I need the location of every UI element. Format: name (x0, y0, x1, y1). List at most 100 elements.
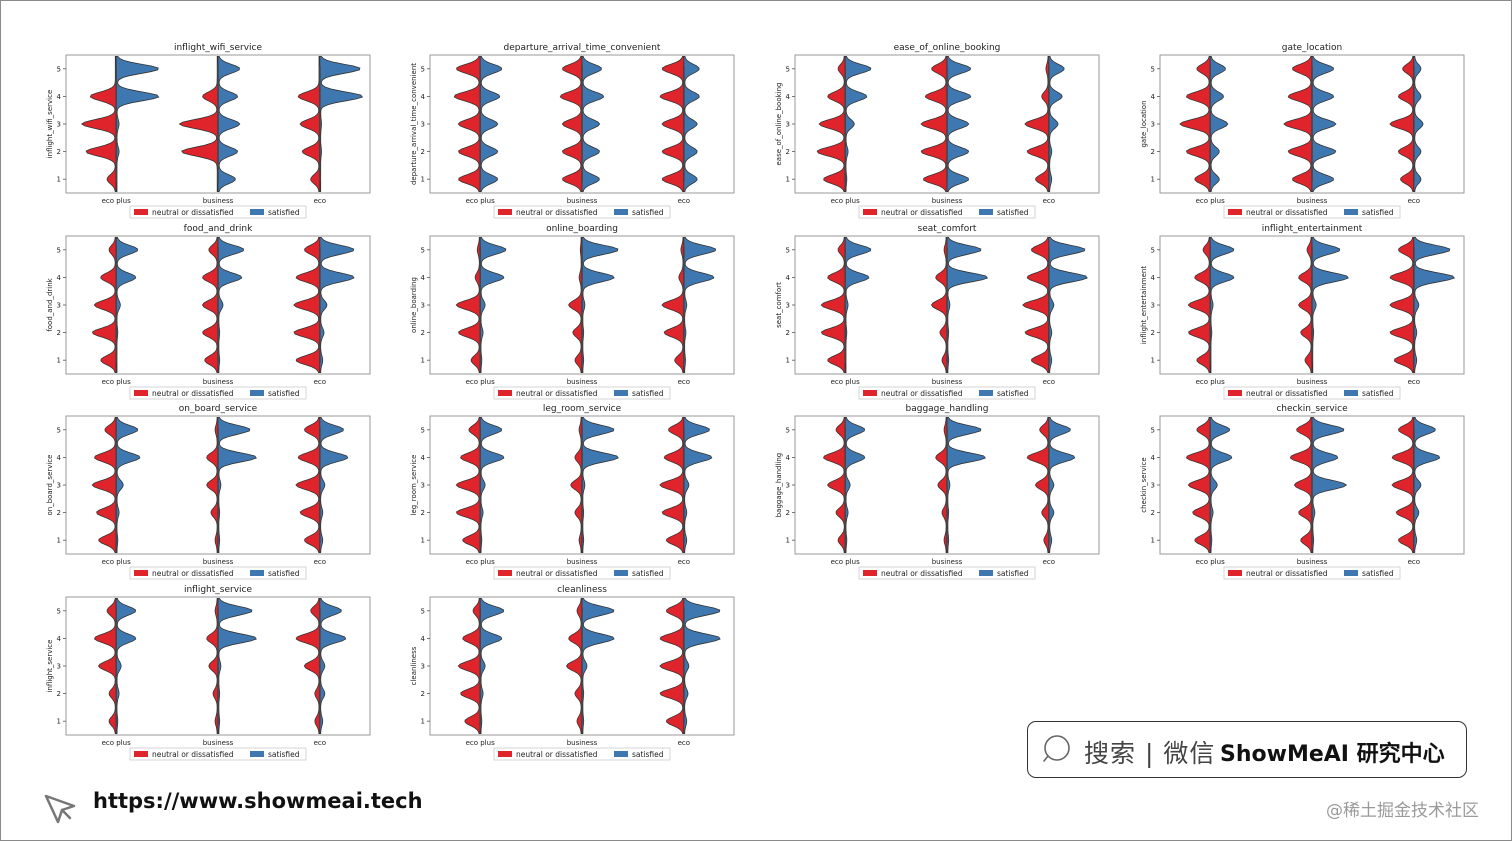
x-tick-label: eco plus (1196, 378, 1225, 386)
violin-satisfied-eco-plus (479, 597, 505, 735)
legend-swatch-satisfied (1344, 570, 1358, 576)
legend-label-neutral: neutral or dissatisfied (881, 569, 963, 578)
legend-label-satisfied: satisfied (997, 569, 1029, 578)
y-tick-label: 3 (786, 302, 790, 310)
violin-satisfied-eco-plus (479, 416, 505, 554)
violin-neutral-eco (295, 597, 321, 735)
y-tick-label: 3 (57, 121, 61, 129)
violin-satisfied-eco (683, 55, 700, 193)
legend-swatch-satisfied (614, 751, 628, 757)
violin-neutral-business (206, 597, 219, 735)
y-tick-label: 3 (786, 121, 790, 129)
x-tick-label: eco (314, 558, 326, 566)
y-axis-label: online_boarding (410, 277, 418, 333)
legend-label-satisfied: satisfied (1362, 389, 1394, 398)
y-tick-label: 2 (421, 329, 425, 337)
legend-label-satisfied: satisfied (632, 208, 664, 217)
y-tick-label: 5 (57, 426, 61, 434)
violin-satisfied-business (217, 236, 245, 374)
legend-swatch-neutral (1228, 390, 1242, 396)
x-tick-label: eco plus (102, 739, 131, 747)
legend-label-satisfied: satisfied (997, 389, 1029, 398)
x-tick-label: business (567, 558, 598, 566)
violin-neutral-business (1289, 416, 1313, 554)
y-tick-label: 2 (1151, 509, 1155, 517)
y-axis-label: inflight_service (46, 640, 54, 693)
y-tick-label: 5 (421, 246, 425, 254)
violin-panel-inflight_wifi_service: inflight_wifi_service inflight_wifi_servi… (46, 43, 371, 219)
violin-neutral-business (566, 597, 583, 735)
violin-satisfied-eco (683, 236, 717, 374)
legend-swatch-satisfied (250, 209, 264, 215)
x-tick-label: eco (678, 739, 690, 747)
violin-neutral-eco (293, 236, 321, 374)
x-tick-label: eco (1043, 558, 1055, 566)
legend-swatch-satisfied (979, 390, 993, 396)
violin-satisfied-eco-plus (844, 416, 866, 554)
y-tick-label: 1 (421, 176, 425, 184)
x-tick-label: eco (314, 739, 326, 747)
violin-neutral-eco (659, 597, 685, 735)
legend: neutral or dissatisfied satisfied (858, 566, 1036, 580)
y-axis-label: inflight_wifi_service (46, 90, 54, 159)
x-tick-label: eco (1408, 197, 1420, 205)
legend: neutral or dissatisfied satisfied (1223, 386, 1401, 400)
x-tick-label: eco plus (466, 558, 495, 566)
x-tick-label: business (932, 558, 963, 566)
violin-neutral-eco (1022, 236, 1050, 374)
legend-label-satisfied: satisfied (268, 208, 300, 217)
y-tick-label: 3 (786, 482, 790, 490)
y-tick-label: 4 (786, 93, 791, 101)
violin-satisfied-eco-plus (115, 597, 137, 735)
violin-satisfied-business (581, 236, 619, 374)
violin-satisfied-eco-plus (115, 416, 141, 554)
violin-satisfied-eco-plus (1209, 55, 1229, 193)
x-tick-label: eco plus (1196, 197, 1225, 205)
y-tick-label: 5 (786, 246, 790, 254)
y-tick-label: 4 (421, 93, 426, 101)
violin-satisfied-eco (319, 416, 349, 554)
x-tick-label: eco (1408, 378, 1420, 386)
x-tick-label: eco plus (831, 558, 860, 566)
legend-swatch-neutral (863, 209, 877, 215)
violin-neutral-eco (661, 236, 685, 374)
y-tick-label: 1 (421, 537, 425, 545)
legend-swatch-neutral (134, 209, 148, 215)
legend: neutral or dissatisfied satisfied (493, 566, 671, 580)
violin-neutral-eco (659, 55, 685, 193)
violin-satisfied-eco-plus (844, 55, 872, 193)
violin-panel-inflight_service: inflight_service inflight_service 1 2 3 4 5 eco… (46, 585, 371, 761)
violin-panel-gate_location: gate_location gate_location 1 2 3 4 5 eco plus b… (1140, 43, 1465, 219)
y-tick-label: 4 (57, 93, 62, 101)
legend-swatch-neutral (134, 570, 148, 576)
violin-neutral-business (1283, 55, 1313, 193)
violin-neutral-business (1298, 236, 1313, 374)
legend: neutral or dissatisfied satisfied (858, 386, 1036, 400)
y-axis-label: food_and_drink (46, 277, 54, 331)
violin-satisfied-business (217, 597, 257, 735)
x-tick-label: business (1297, 558, 1328, 566)
violin-panel-cleanliness: cleanliness cleanliness 1 2 3 4 5 eco plus busin… (410, 585, 735, 761)
legend-swatch-satisfied (250, 751, 264, 757)
legend-swatch-satisfied (979, 209, 993, 215)
legend-swatch-satisfied (250, 390, 264, 396)
x-tick-label: eco plus (102, 197, 131, 205)
y-tick-label: 2 (421, 148, 425, 156)
panel-title: gate_location (1282, 43, 1343, 53)
site-url[interactable]: https://www.showmeai.tech (93, 789, 423, 813)
y-tick-label: 4 (421, 274, 426, 282)
violin-neutral-eco-plus (455, 416, 481, 554)
y-tick-label: 4 (421, 454, 426, 462)
y-tick-label: 2 (421, 690, 425, 698)
search-box[interactable]: 搜索 | 微信 ShowMeAI 研究中心 (1027, 721, 1467, 778)
y-tick-label: 4 (786, 274, 791, 282)
violin-neutral-business (202, 236, 219, 374)
y-tick-label: 5 (786, 426, 790, 434)
x-tick-label: eco plus (466, 378, 495, 386)
x-tick-label: eco plus (102, 378, 131, 386)
legend-swatch-satisfied (614, 570, 628, 576)
violin-satisfied-eco (683, 416, 713, 554)
legend-label-neutral: neutral or dissatisfied (152, 389, 234, 398)
violin-neutral-eco-plus (1187, 236, 1211, 374)
legend-swatch-neutral (498, 570, 512, 576)
